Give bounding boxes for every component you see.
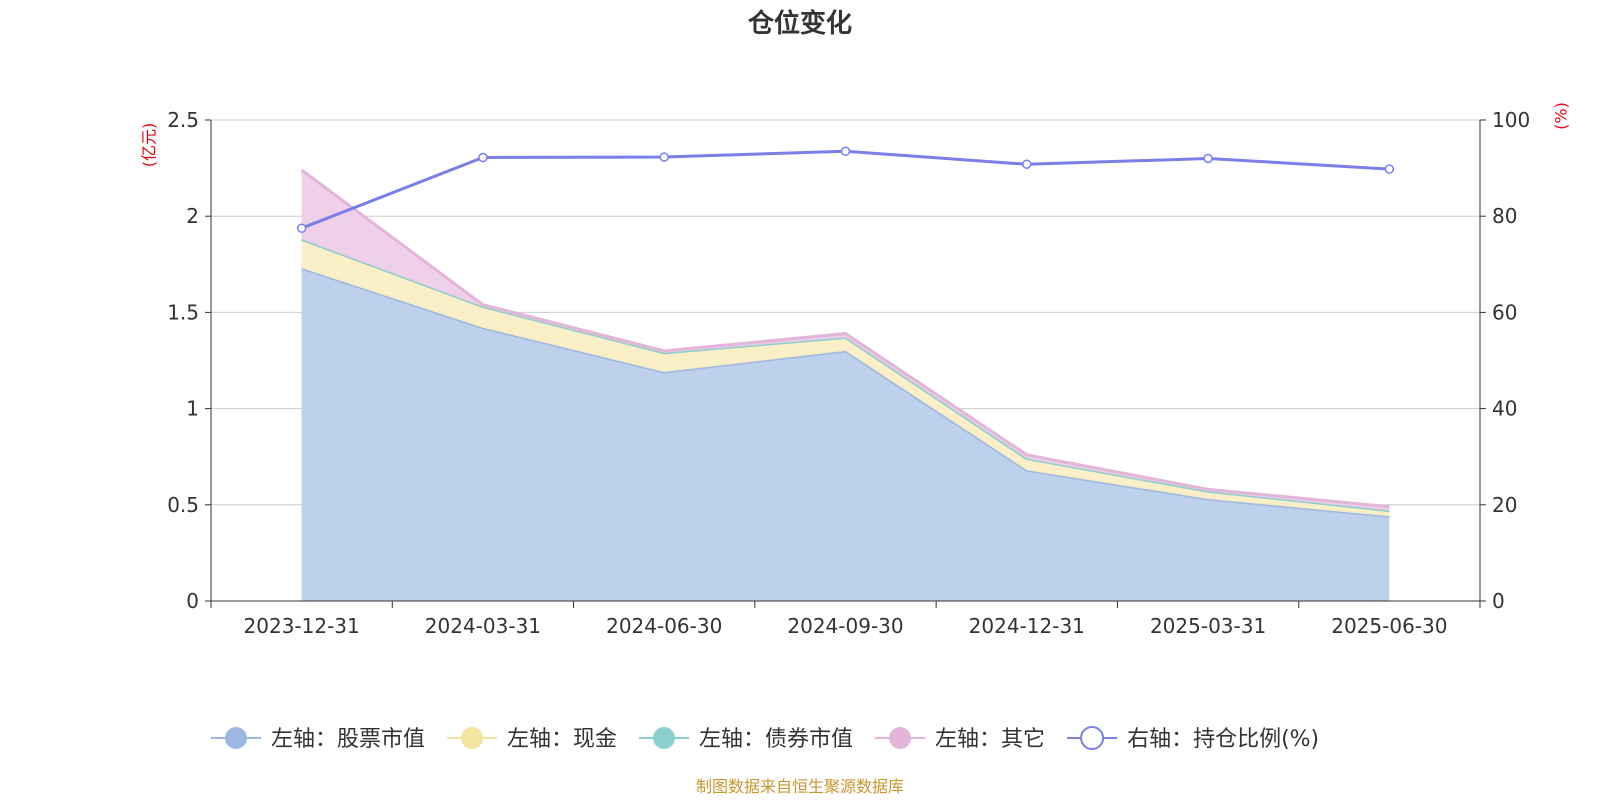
line-point [659, 152, 669, 162]
left-tick-label: 0 [186, 589, 199, 613]
legend: 左轴：股票市值 左轴：现金 左轴：债券市值 左轴：其它 右轴：持仓比例(%) [211, 726, 1319, 752]
line-point [1022, 159, 1032, 170]
x-tick-label: 2025-06-30 [1331, 614, 1447, 638]
line-series [296, 146, 1395, 233]
area-series [300, 168, 1390, 601]
x-tick-label: 2024-03-31 [425, 614, 541, 638]
right-tick-label: 80 [1492, 204, 1517, 228]
chart-title: 仓位变化 [747, 8, 852, 39]
line-point [1384, 164, 1395, 174]
legend-label: 右轴：持仓比例(%) [1127, 727, 1319, 752]
legend-label: 左轴：债券市值 [699, 727, 853, 752]
source-note: 制图数据来自恒生聚源数据库 [696, 777, 904, 796]
left-axis-unit: (亿元) [140, 123, 159, 168]
legend-label: 左轴：股票市值 [271, 727, 425, 752]
x-tick-label: 2024-06-30 [606, 614, 722, 638]
right-tick-label: 40 [1492, 397, 1517, 421]
line-point [1203, 153, 1213, 164]
line-point [840, 146, 851, 157]
line-point [296, 223, 307, 233]
left-tick-label: 2.5 [167, 108, 199, 132]
legend-symbol [653, 727, 676, 749]
x-tick-label: 2024-09-30 [787, 614, 903, 638]
right-tick-label: 0 [1492, 589, 1505, 613]
legend-symbol [225, 727, 247, 749]
area-edge [300, 168, 1390, 509]
legend-symbol [1080, 726, 1105, 750]
right-axis-unit: (%) [1552, 102, 1571, 130]
left-tick-label: 0.5 [167, 493, 199, 517]
left-tick-label: 1 [186, 397, 199, 421]
left-tick-label: 2 [186, 204, 199, 228]
right-tick-label: 100 [1492, 108, 1530, 132]
legend-label: 左轴：其它 [935, 727, 1045, 752]
x-tick-label: 2024-12-31 [969, 614, 1085, 638]
left-tick-label: 1.5 [167, 300, 199, 324]
legend-symbol [889, 727, 912, 749]
line-point [478, 152, 488, 163]
right-tick-label: 20 [1492, 493, 1517, 517]
axes: 0 0.5 1 1.5 2 2.5 0 20 40 60 80 100 2023-12-31 2024-0… [167, 108, 1530, 638]
x-tick-label: 2025-03-31 [1150, 614, 1266, 638]
legend-label: 左轴：现金 [507, 727, 617, 752]
legend-symbol [461, 727, 484, 749]
right-tick-label: 60 [1492, 300, 1517, 324]
x-tick-label: 2023-12-31 [244, 614, 360, 638]
